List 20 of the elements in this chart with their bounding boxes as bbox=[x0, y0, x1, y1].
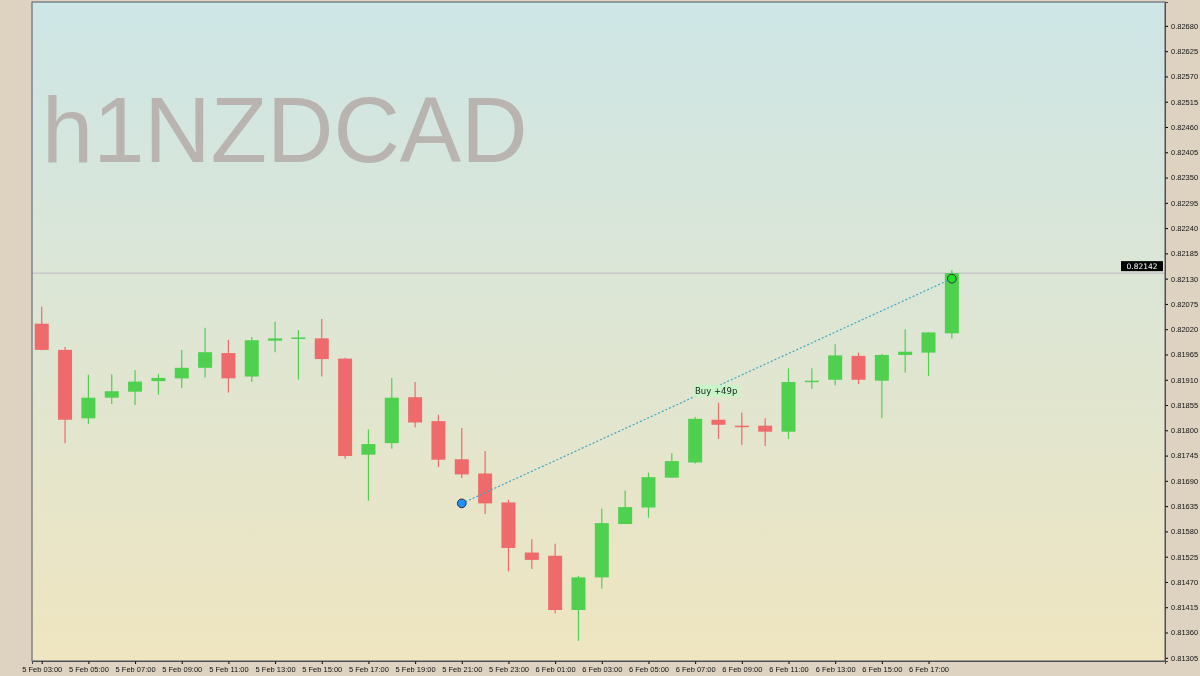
candlestick bbox=[921, 331, 936, 377]
candlestick bbox=[758, 417, 773, 447]
candlestick bbox=[314, 318, 329, 378]
candlestick bbox=[618, 489, 633, 525]
candlestick bbox=[851, 352, 866, 385]
candlestick bbox=[291, 329, 306, 381]
candlestick bbox=[128, 369, 143, 406]
candlestick bbox=[664, 452, 679, 479]
candlestick bbox=[81, 374, 96, 425]
candlestick bbox=[711, 402, 726, 440]
candlestick bbox=[454, 427, 469, 479]
candlestick bbox=[898, 328, 913, 373]
candlestick bbox=[268, 321, 283, 353]
candlestick bbox=[198, 327, 213, 379]
candlestick bbox=[104, 373, 119, 405]
annotation: Buy +49p bbox=[695, 385, 738, 396]
candlestick bbox=[174, 349, 189, 389]
candlestick bbox=[151, 373, 166, 396]
candlestick bbox=[361, 428, 376, 502]
candlestick bbox=[524, 538, 539, 570]
